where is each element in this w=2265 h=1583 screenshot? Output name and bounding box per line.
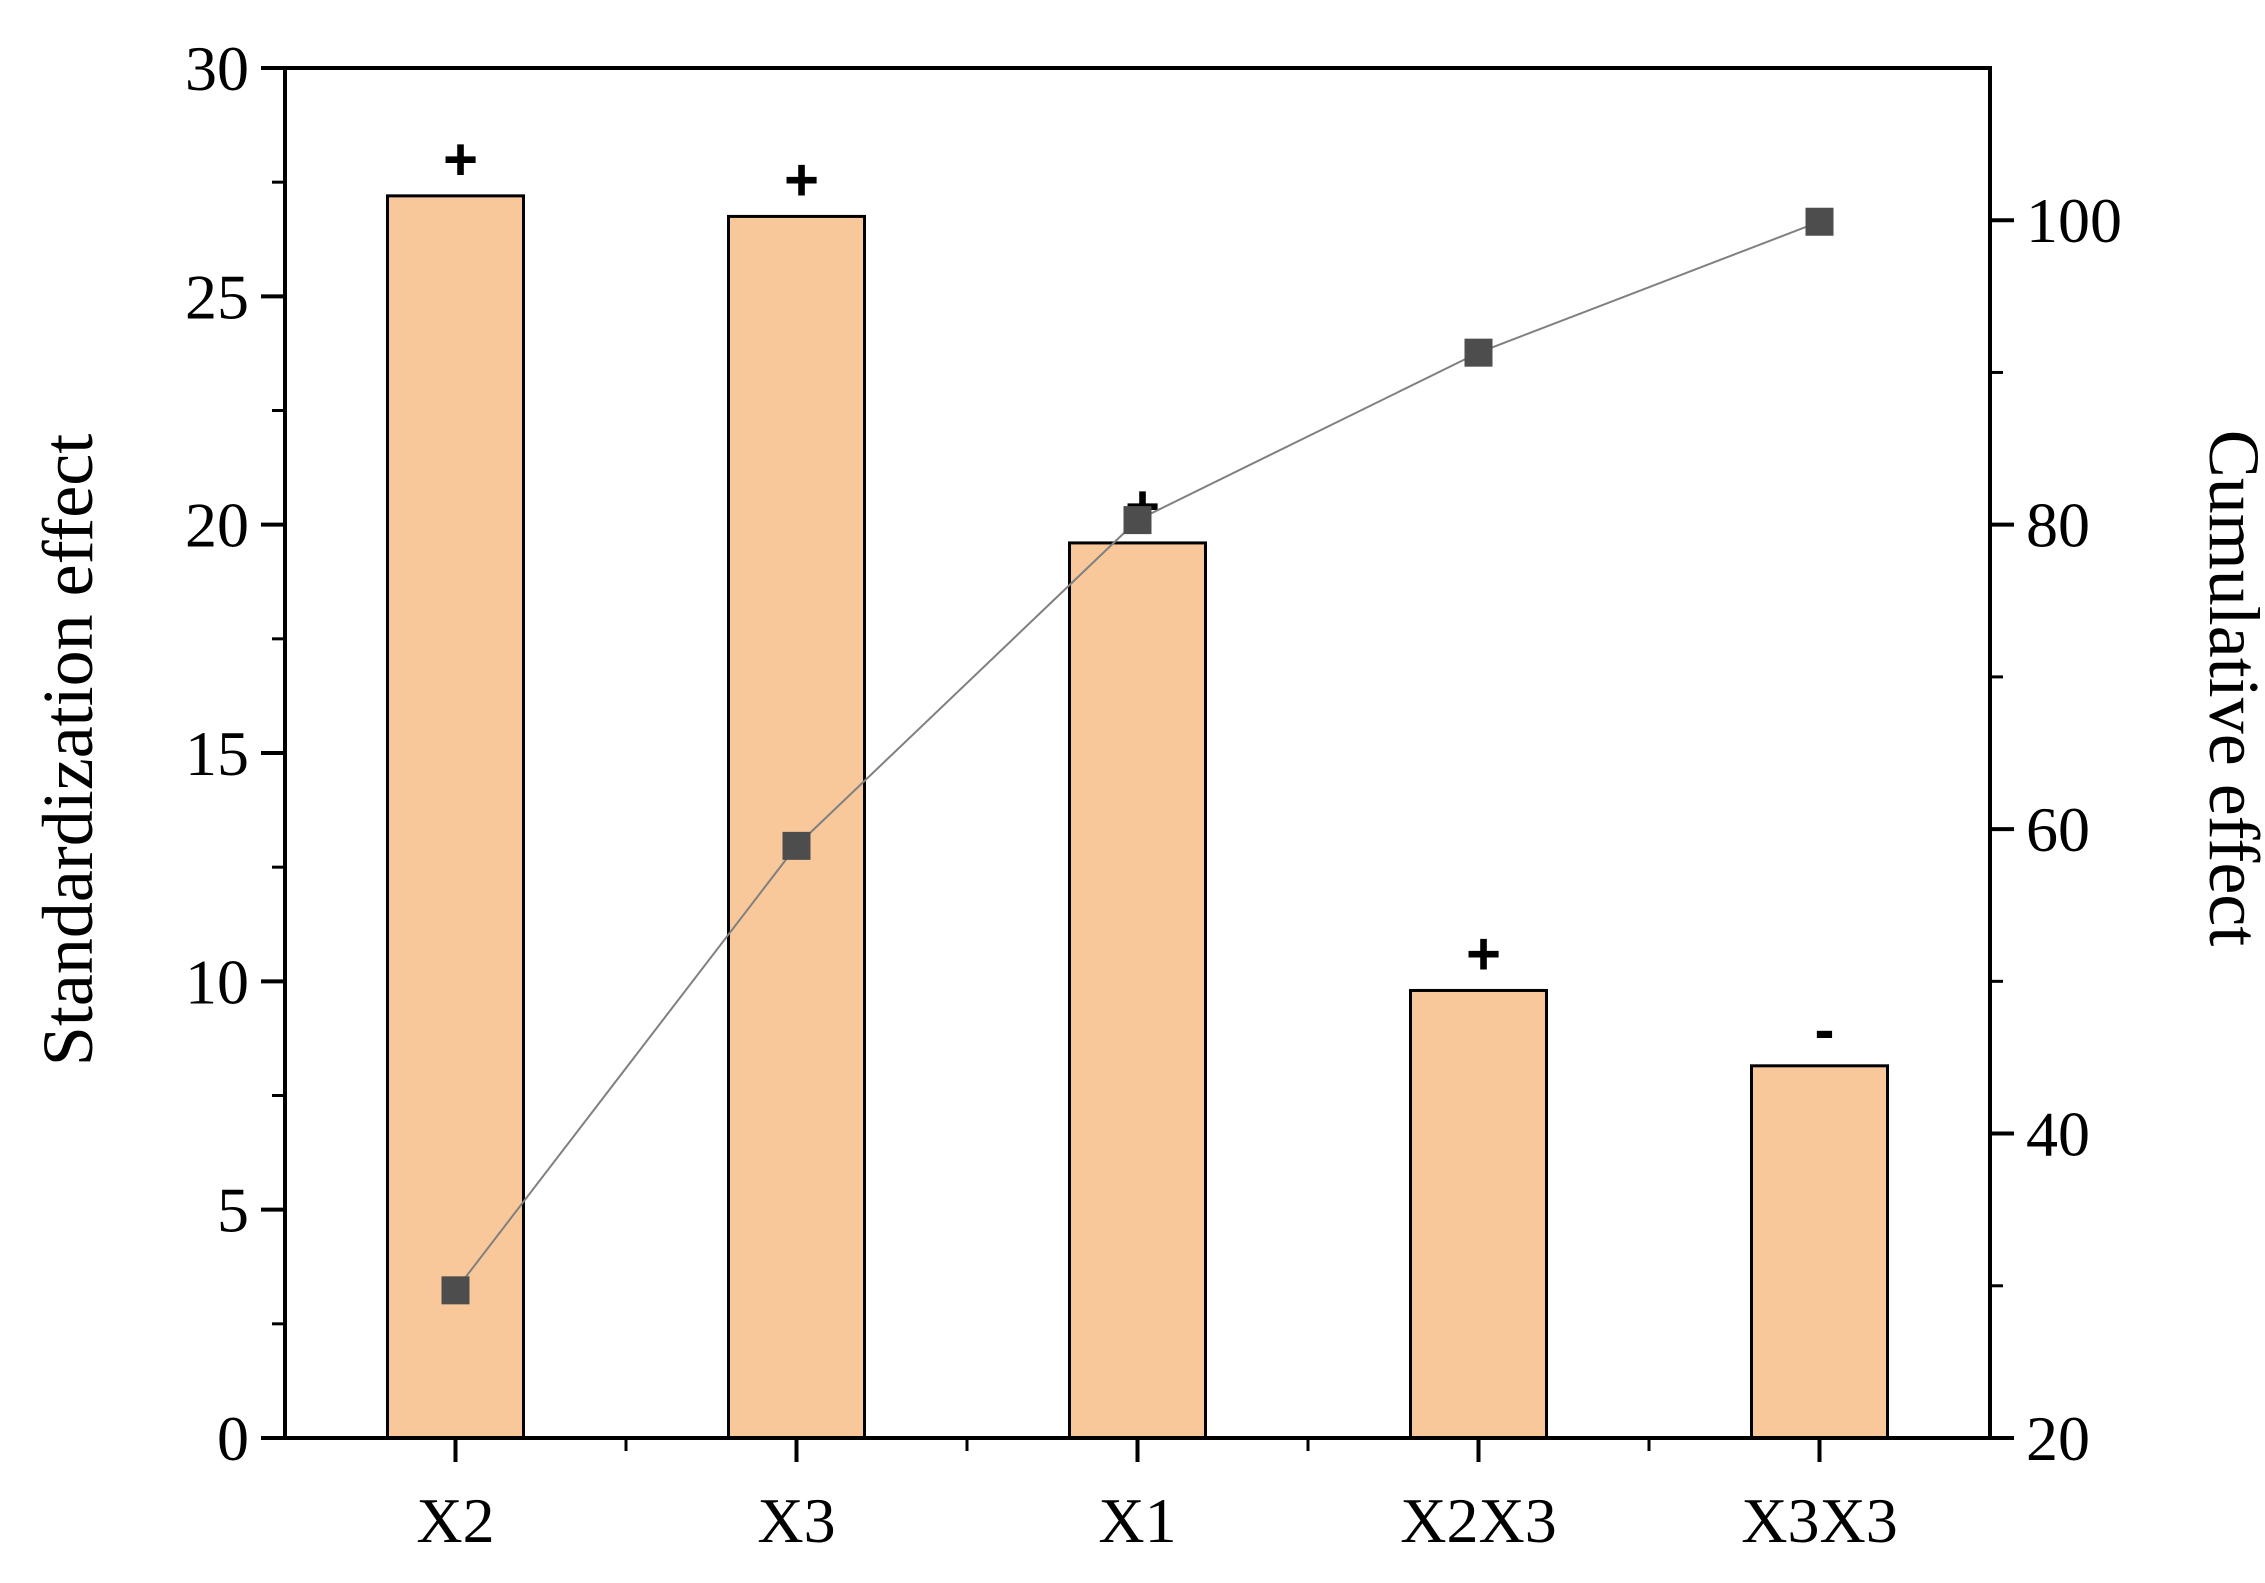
- right-axis-title: Cumulative effect: [2194, 430, 2265, 946]
- left-tick-label: 30: [185, 33, 249, 104]
- cumulative-marker-x2x3: [1464, 338, 1493, 367]
- left-tick-label: 5: [217, 1175, 249, 1246]
- left-tick-label: 10: [185, 946, 249, 1017]
- left-tick-label: 15: [185, 718, 249, 789]
- sign-label-x2x3: +: [1466, 920, 1501, 987]
- left-tick-label: 0: [217, 1403, 249, 1474]
- sign-label-x2: +: [443, 126, 478, 193]
- bar-x2x3: [1409, 988, 1548, 1440]
- cumulative-marker-x2: [441, 1276, 470, 1305]
- x-tick-label-x3: X3: [757, 1485, 835, 1556]
- bar-x2: [386, 194, 525, 1440]
- cumulative-marker-x1: [1123, 506, 1152, 535]
- right-tick-label: 100: [2026, 185, 2122, 256]
- left-tick-label: 25: [185, 261, 249, 332]
- x-tick-label-x2x3: X2X3: [1400, 1485, 1556, 1556]
- x-tick-label-x3x3: X3X3: [1741, 1485, 1897, 1556]
- bar-x1: [1068, 541, 1207, 1440]
- right-tick-label: 20: [2026, 1403, 2090, 1474]
- right-tick-label: 80: [2026, 490, 2090, 561]
- x-tick-label-x1: X1: [1098, 1485, 1176, 1556]
- sign-label-x3: +: [784, 146, 819, 213]
- cumulative-line-group: [441, 207, 1834, 1305]
- left-tick-label: 20: [185, 490, 249, 561]
- bars-group: [386, 194, 1889, 1440]
- sign-labels-group: ++++-: [443, 126, 1835, 1063]
- right-tick-label: 40: [2026, 1099, 2090, 1170]
- left-axis-title: Standardization effect: [28, 434, 108, 1066]
- bar-x3: [727, 214, 866, 1440]
- x-tick-label-x2: X2: [416, 1485, 494, 1556]
- right-tick-label: 60: [2026, 794, 2090, 865]
- sign-label-x3x3: -: [1815, 996, 1835, 1063]
- bar-x3x3: [1750, 1064, 1889, 1440]
- cumulative-marker-x3x3: [1805, 207, 1834, 236]
- cumulative-marker-x3: [782, 831, 811, 860]
